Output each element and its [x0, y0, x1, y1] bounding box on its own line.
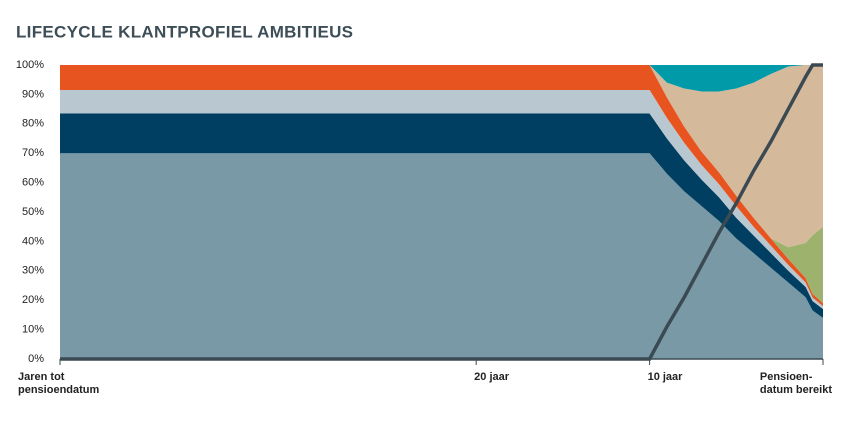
y-tick-label: 10% — [22, 324, 44, 336]
y-tick-label: 40% — [22, 235, 44, 247]
area — [60, 65, 823, 92]
area — [60, 89, 823, 310]
y-tick-label: 90% — [22, 88, 44, 100]
y-tick-label: 60% — [22, 177, 44, 189]
area — [60, 113, 823, 318]
x-tick-label: Jaren tot pensioendatum — [18, 371, 100, 396]
x-tick-label: 10 jaar — [647, 371, 683, 383]
y-tick-label: 30% — [22, 265, 44, 277]
line — [60, 63, 823, 361]
y-tick-label: 0% — [28, 353, 44, 365]
y-tick-label: 20% — [22, 294, 44, 306]
y-tick-label: 80% — [22, 118, 44, 130]
y-tick-label: 100% — [16, 59, 44, 71]
x-tick-label: 20 jaar — [474, 371, 510, 383]
chart-title: LIFECYCLE KLANTPROFIEL AMBITIEUS — [16, 22, 353, 41]
area — [60, 65, 823, 307]
x-tick-label: Pensioen- datum bereikt — [759, 371, 832, 396]
area — [60, 153, 823, 359]
y-tick-label: 50% — [22, 206, 44, 218]
y-tick-label: 70% — [22, 147, 44, 159]
